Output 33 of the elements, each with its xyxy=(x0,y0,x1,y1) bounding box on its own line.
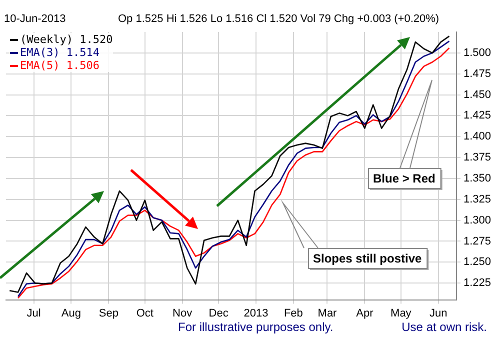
x-tick-label: Feb xyxy=(284,307,303,320)
y-tick-label: 1.325 xyxy=(463,193,492,206)
y-tick-label: 1.350 xyxy=(463,172,492,184)
annotation: Slopes still postive xyxy=(313,251,422,266)
text: Use at own risk. xyxy=(402,320,487,334)
y-tick-label: 1.475 xyxy=(463,68,492,80)
x-tick-label: May xyxy=(390,307,412,320)
chart-subtitle: Op 1.525 Hi 1.526 Lo 1.516 Cl 1.520 Vol 79 Chg +0.003 (+0.20%) xyxy=(118,13,440,25)
y-tick-label: 1.400 xyxy=(463,130,492,143)
y-tick-label: 1.225 xyxy=(463,277,492,290)
x-tick-label: Jun xyxy=(429,307,448,320)
x-tick-label: Apr xyxy=(356,307,374,320)
x-tick-label: Nov xyxy=(172,307,193,320)
x-tick-label: 2013 xyxy=(244,307,268,320)
x-tick-label: Dec xyxy=(208,307,229,320)
x-tick-label: Oct xyxy=(136,307,154,320)
legend-label: (Weekly) 1.520 xyxy=(20,33,113,46)
legend-label: EMA(3) 1.514 xyxy=(20,46,100,59)
y-tick-label: 1.450 xyxy=(463,88,492,101)
y-tick-label: 1.425 xyxy=(463,110,492,122)
y-tick-label: 1.250 xyxy=(463,256,492,268)
y-tick-label: 1.300 xyxy=(463,214,492,226)
y-tick-label: 1.275 xyxy=(463,235,492,248)
x-tick-label: Sep xyxy=(98,307,118,320)
legend-label: EMA(5) 1.506 xyxy=(20,59,100,72)
annotation: Blue > Red xyxy=(373,171,436,186)
x-tick-label: Aug xyxy=(61,307,82,320)
chart-title: 10-Jun-2013 xyxy=(4,13,66,25)
y-tick-label: 1.500 xyxy=(463,46,492,59)
y-tick-label: 1.375 xyxy=(463,152,492,164)
x-tick-label: Jul xyxy=(26,307,41,320)
text: For illustrative purposes only. xyxy=(178,320,334,334)
x-tick-label: Mar xyxy=(318,307,338,320)
